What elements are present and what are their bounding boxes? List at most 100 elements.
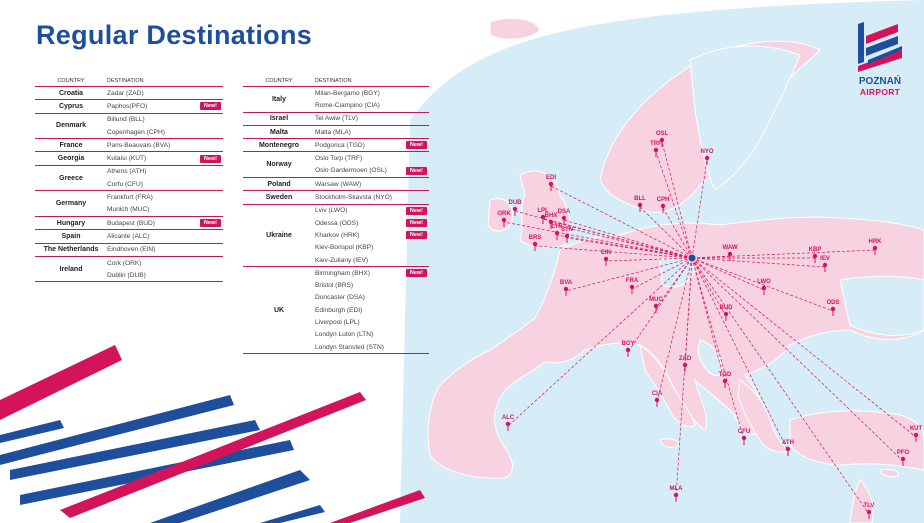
country-name: Montenegro bbox=[258, 141, 300, 149]
pin-head bbox=[564, 233, 570, 239]
route-line bbox=[691, 257, 870, 515]
airport-code-label: TRF bbox=[650, 141, 662, 147]
airport-pin: IEV bbox=[820, 256, 830, 272]
airport-pin: HRK bbox=[869, 239, 882, 255]
country-name: Malta bbox=[270, 128, 288, 136]
route-line bbox=[691, 257, 826, 268]
airport-code-label: LPL bbox=[537, 208, 549, 214]
route-line bbox=[691, 257, 834, 312]
airport-code-label: FRA bbox=[626, 278, 639, 284]
destination-name: Lviv (LWO) bbox=[315, 207, 348, 215]
destination-item: Malta (MLA) bbox=[315, 126, 429, 138]
pin-head bbox=[653, 147, 659, 153]
airport-code-label: PFO bbox=[897, 450, 910, 456]
airport-pin: PFO bbox=[897, 450, 910, 466]
airport-pin: TLV bbox=[864, 503, 874, 519]
airport-pin: OSL bbox=[656, 131, 668, 147]
airport-pin: EDI bbox=[546, 175, 556, 191]
destination-name: Doncaster (DSA) bbox=[315, 294, 365, 302]
pin-head bbox=[822, 262, 828, 268]
destination-name: Alicante (ALC) bbox=[107, 232, 150, 240]
destination-name: Warsaw (WAW) bbox=[315, 180, 362, 188]
airport-pin: ATH bbox=[782, 440, 794, 456]
route-line bbox=[691, 257, 904, 462]
country-name: Germany bbox=[55, 200, 87, 208]
table-row: Croatia Zadar (ZAD) bbox=[35, 87, 223, 101]
airport-code-label: NYO bbox=[700, 149, 713, 155]
airport-pin: BRS bbox=[529, 235, 541, 251]
destination-item: Oslo Torp (TRF) bbox=[315, 152, 429, 164]
pin-head bbox=[603, 256, 609, 262]
airport-pin: CPH bbox=[657, 197, 669, 213]
destination-item: Edinburgh (EDI) bbox=[315, 304, 429, 316]
destination-name: Dublin (DUB) bbox=[107, 271, 146, 279]
airport-code-label: ORK bbox=[497, 211, 511, 217]
airport-pin: KBP bbox=[809, 247, 821, 263]
country-name: Ukraine bbox=[266, 231, 292, 239]
table-row: Ukraine Lviv (LWO) New! Odessa (ODS) New! Kha… bbox=[243, 205, 429, 268]
airport-code-label: DSA bbox=[558, 209, 571, 215]
pin-head bbox=[913, 432, 919, 438]
route-line bbox=[542, 218, 693, 259]
table-row: Cyprus Paphos(PFO) New! bbox=[35, 100, 223, 114]
route-line bbox=[631, 257, 693, 290]
table-header: COUNTRY DESTINATION bbox=[35, 76, 223, 87]
airport-pin: DSA bbox=[558, 209, 571, 225]
decorative-stripes bbox=[0, 345, 425, 523]
country-name: Italy bbox=[271, 95, 286, 103]
destination-item: Londyn Stansted (STN) bbox=[315, 341, 429, 353]
destination-name: Zadar (ZAD) bbox=[107, 89, 144, 97]
destination-header: DESTINATION bbox=[315, 78, 352, 84]
airport-pin: CFU bbox=[738, 429, 750, 445]
destination-header: DESTINATION bbox=[107, 78, 144, 84]
new-badge: New! bbox=[405, 141, 427, 150]
table-row: Malta Malta (MLA) bbox=[243, 126, 429, 140]
pin-head bbox=[866, 509, 872, 515]
pin-head bbox=[501, 217, 507, 223]
destination-name: Birmingham (BHX) bbox=[315, 269, 370, 277]
airport-pin: DUB bbox=[509, 200, 523, 216]
pin-head bbox=[554, 230, 560, 236]
destination-name: Londyn Luton (LTN) bbox=[315, 331, 374, 339]
destination-name: Kutaisi (KUT) bbox=[107, 155, 147, 163]
airport-pin: ZAD bbox=[679, 356, 692, 372]
destination-name: Kiev-Zuliany (IEV) bbox=[315, 256, 369, 264]
new-badge: New! bbox=[405, 219, 427, 228]
country-name: Hungary bbox=[56, 219, 86, 227]
airport-pin: KUT bbox=[910, 426, 922, 442]
route-line bbox=[563, 219, 693, 259]
country-name: Georgia bbox=[57, 155, 85, 163]
pin-head bbox=[512, 206, 518, 212]
destination-item: Tel Awiw (TLV) bbox=[315, 113, 429, 125]
country-name: Denmark bbox=[56, 122, 86, 130]
airport-pin: BHX bbox=[545, 213, 557, 229]
destination-name: Kharkov (HRK) bbox=[315, 231, 360, 239]
destination-item: Odessa (ODS) New! bbox=[315, 217, 429, 229]
destination-name: Londyn Stansted (STN) bbox=[315, 343, 384, 351]
airport-code-label: WAW bbox=[723, 245, 738, 251]
airport-pin: LTN bbox=[551, 224, 563, 240]
route-line bbox=[691, 249, 876, 259]
airport-pin: LPL bbox=[537, 208, 549, 224]
logo: POZNAŃ AIRPORT bbox=[854, 22, 906, 97]
pin-head bbox=[561, 215, 567, 221]
airport-code-label: ZAD bbox=[679, 356, 692, 362]
airport-pin: TRF bbox=[650, 141, 662, 157]
route-line bbox=[503, 221, 693, 259]
route-line bbox=[566, 237, 693, 259]
pin-head bbox=[785, 446, 791, 452]
destination-item: Kiev-Borispol (KBP) bbox=[315, 242, 429, 254]
route-line bbox=[534, 245, 693, 259]
table-row: France Paris-Beauvais (BVA) bbox=[35, 139, 223, 153]
table-row: UK Birmingham (BHX) New! Bristol (BRS) Donca… bbox=[243, 267, 429, 355]
table-row: Ireland Cork (ORK) Dublin (DUB) bbox=[35, 257, 223, 283]
route-line bbox=[691, 257, 917, 438]
destination-name: Athens (ATH) bbox=[107, 168, 147, 176]
route-line bbox=[691, 257, 765, 291]
route-line bbox=[691, 257, 727, 317]
table-row: Sweden Stockholm-Skavsta (NYO) bbox=[243, 191, 429, 205]
destination-item: Zadar (ZAD) bbox=[107, 87, 223, 99]
table-row: Hungary Budapest (BUD) New! bbox=[35, 217, 223, 231]
destination-name: Rome-Ciampino (CIA) bbox=[315, 101, 380, 109]
airport-code-label: DUB bbox=[509, 200, 523, 206]
